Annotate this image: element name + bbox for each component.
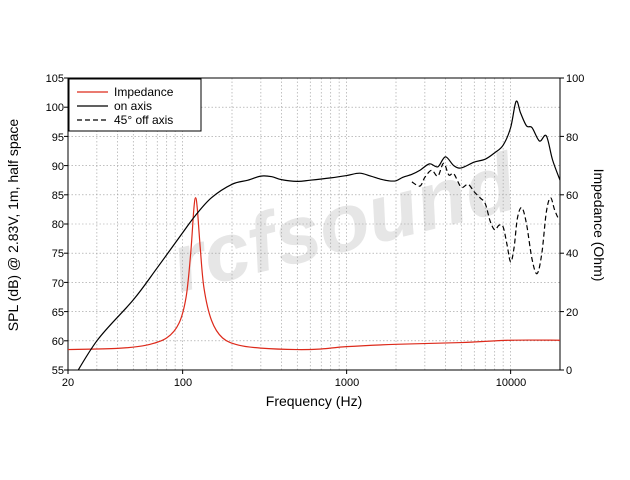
y-tick-label: 60 [52,336,64,348]
x-axis-title: Frequency (Hz) [266,393,362,409]
series-line-on-axis [77,100,560,370]
x-tick-label: 20 [62,377,74,389]
watermark-text: rcfsound [162,136,526,310]
y-tick-label: 90 [52,161,64,173]
legend-label-off-axis: 45° off axis [114,113,173,127]
series-line-off-axis [411,162,560,275]
grid [68,78,560,370]
watermark: rcfsound [162,136,526,310]
y2-axis-title: Impedance (Ohm) [591,169,607,282]
tick-marks [64,77,564,374]
y-tick-label: 105 [46,73,64,85]
y-axis-title: SPL (dB) @ 2.83V, 1m, half space [5,119,21,332]
y2-tick-label: 100 [566,73,584,85]
x-tick-label: 10000 [496,377,527,389]
y2-tick-label: 0 [566,365,572,377]
y-tick-label: 85 [52,190,64,202]
x-tick-label: 100 [174,377,192,389]
y-tick-label: 75 [52,248,64,260]
y-tick-label: 65 [52,307,64,319]
y-tick-label: 70 [52,278,64,290]
x-tick-labels: 20 100 1000 10000 [62,377,526,389]
y2-tick-label: 20 [566,307,578,319]
y-tick-label: 55 [52,365,64,377]
y2-tick-label: 80 [566,132,578,144]
series-layer [68,100,560,370]
y-tick-label: 95 [52,132,64,144]
y2-tick-label: 40 [566,248,578,260]
x-tick-label: 1000 [335,377,359,389]
legend-box [68,78,202,132]
y2-tick-labels: 0 20 40 60 80 100 [566,73,584,377]
y-tick-labels: 55 60 65 70 75 80 85 90 95 100 105 [46,73,64,377]
legend-label-on-axis: on axis [114,99,152,113]
y2-tick-label: 60 [566,190,578,202]
legend-label-impedance: Impedance [114,85,174,99]
y-tick-label: 80 [52,219,64,231]
legend: Impedance on axis 45° off axis [68,78,202,132]
y-tick-label: 100 [46,102,64,114]
series-line-impedance [68,197,560,351]
